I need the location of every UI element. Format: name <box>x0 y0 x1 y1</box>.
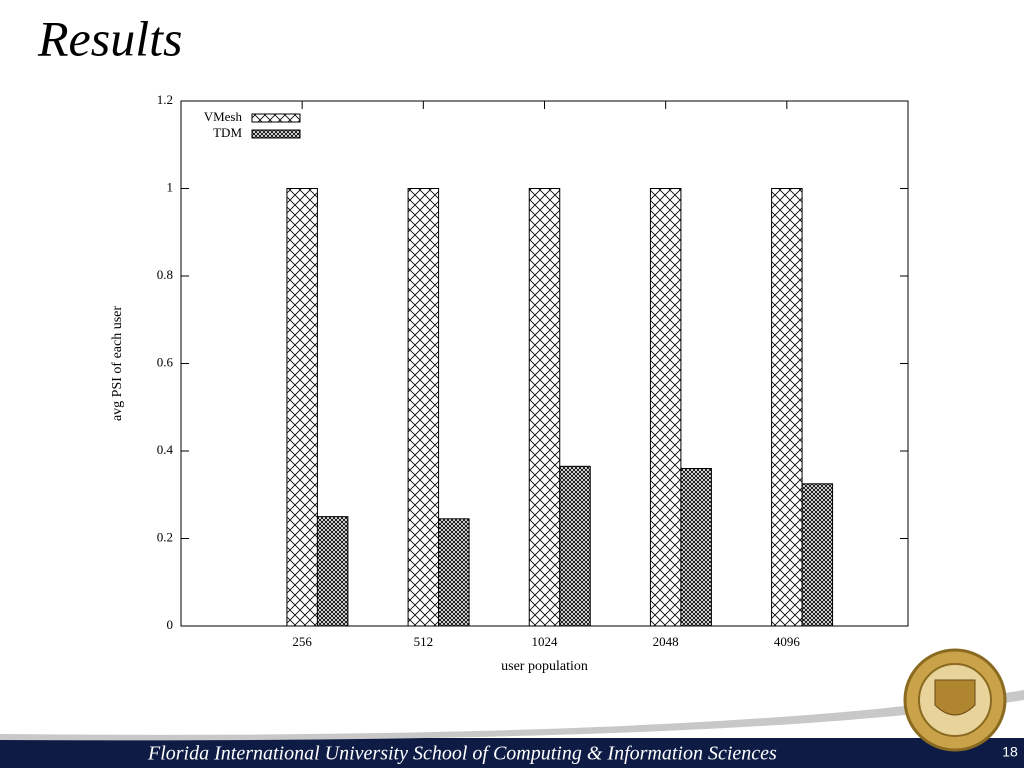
legend-swatch <box>251 129 301 139</box>
y-tick-label: 0 <box>167 617 174 632</box>
legend-swatch <box>251 113 301 123</box>
bar <box>528 188 561 627</box>
bar <box>407 188 440 627</box>
bar <box>801 483 834 627</box>
bar <box>438 518 470 627</box>
bar <box>559 465 591 627</box>
bar <box>286 188 318 627</box>
y-tick-label: 0.4 <box>157 442 174 457</box>
x-tick-label: 2048 <box>653 634 679 649</box>
footer-text: Florida International University School … <box>147 743 777 765</box>
legend-label: VMesh <box>204 109 243 124</box>
x-tick-label: 256 <box>292 634 312 649</box>
y-tick-label: 0.2 <box>157 529 173 544</box>
footer: Florida International University School … <box>0 648 1024 768</box>
bar <box>771 188 803 627</box>
x-tick-label: 1024 <box>532 634 559 649</box>
y-tick-label: 1 <box>167 179 174 194</box>
y-tick-label: 0.8 <box>157 267 173 282</box>
x-tick-label: 4096 <box>774 634 801 649</box>
bar <box>680 468 712 627</box>
slide-title: Results <box>37 10 182 66</box>
plot-frame <box>180 100 909 627</box>
legend-label: TDM <box>213 125 242 140</box>
y-tick-label: 1.2 <box>157 92 173 107</box>
x-axis-label: user population <box>501 659 588 674</box>
y-axis-label: avg PSI of each user <box>110 306 125 421</box>
bar <box>649 188 682 627</box>
page-number: 18 <box>1002 744 1018 760</box>
x-tick-label: 512 <box>414 634 434 649</box>
bar <box>316 516 349 627</box>
chart: 0 0.2 0.4 0.6 0.8 1 1.2 256 512 1024 2048 4096 VMesh… <box>110 92 909 674</box>
y-tick-label: 0.6 <box>157 354 174 369</box>
